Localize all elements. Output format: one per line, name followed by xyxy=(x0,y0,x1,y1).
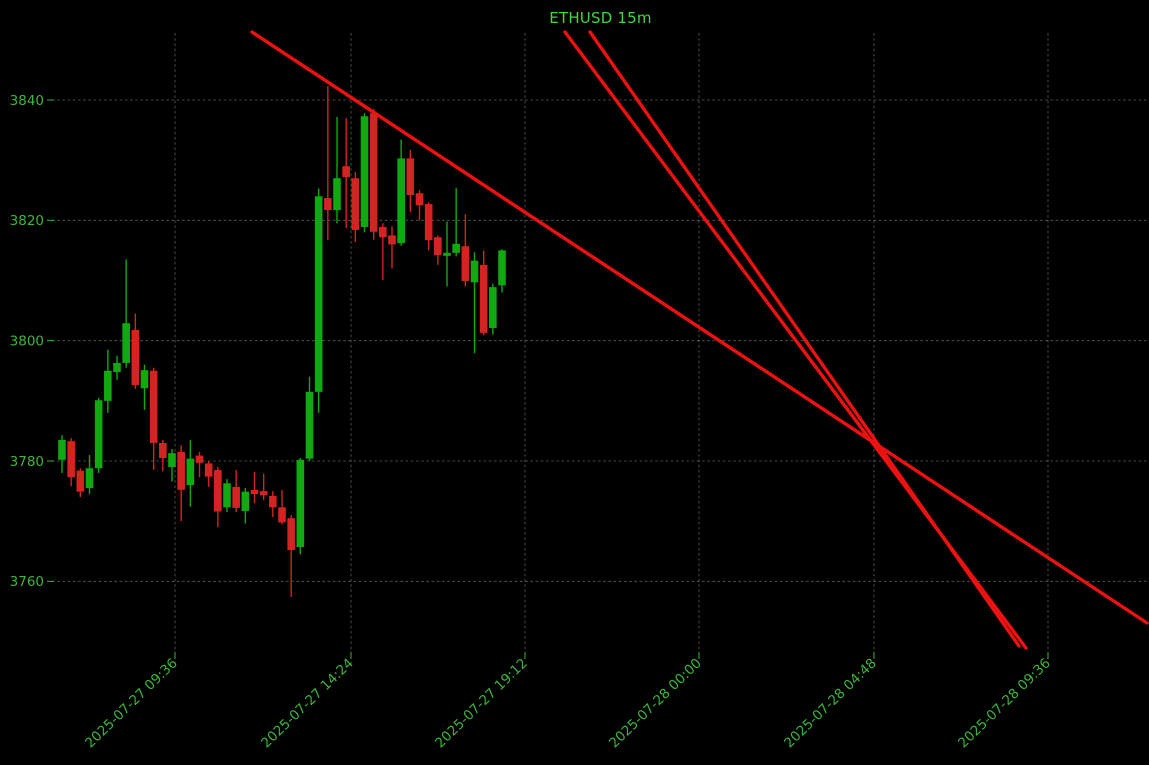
candle-body-up xyxy=(223,483,231,508)
x-tick-label: 2025-07-28 00:00 xyxy=(606,655,705,751)
candle-body-down xyxy=(278,507,286,523)
candle-body-down xyxy=(159,442,167,458)
candle-body-up xyxy=(397,158,405,244)
candle-body-up xyxy=(168,453,176,468)
candle-body-up xyxy=(140,370,149,389)
trend-line xyxy=(588,30,1021,648)
candle-body-down xyxy=(250,489,259,495)
candle-body-up xyxy=(58,439,66,460)
x-tick-label: 2025-07-27 19:12 xyxy=(432,655,531,751)
candle-body-down xyxy=(287,518,295,551)
candle-body-up xyxy=(94,400,103,469)
candle-body-up xyxy=(360,116,369,227)
trend-line xyxy=(250,30,1149,625)
candle-body-up xyxy=(314,196,323,392)
candle-body-down xyxy=(195,455,204,463)
candle-body-down xyxy=(259,491,268,496)
candle-body-up xyxy=(104,370,112,401)
candle-body-up xyxy=(241,491,250,511)
candle-body-down xyxy=(149,370,158,443)
candle-body-down xyxy=(388,235,396,245)
candle-body-up xyxy=(305,391,314,459)
y-tick-label: 3840 xyxy=(10,93,44,109)
candle-body-up xyxy=(489,287,497,329)
candle-body-down xyxy=(479,264,488,333)
y-tick-label: 3800 xyxy=(10,333,44,349)
candle-body-down xyxy=(434,237,442,256)
candle-body-down xyxy=(131,329,140,386)
candle-body-up xyxy=(452,243,460,253)
candle-body-down xyxy=(67,441,75,478)
candle-body-down xyxy=(369,113,378,232)
candle-body-up xyxy=(186,458,195,486)
y-tick-label: 3820 xyxy=(10,213,44,229)
candle-body-down xyxy=(461,246,470,282)
chart-title: ETHUSD 15m xyxy=(549,9,652,27)
candle-body-down xyxy=(214,470,222,512)
x-tick-label: 2025-07-28 09:36 xyxy=(955,655,1054,751)
candle-body-down xyxy=(406,158,415,196)
candle-body-down xyxy=(177,451,185,490)
candle-body-up xyxy=(333,178,341,211)
x-tick-label: 2025-07-27 09:36 xyxy=(82,655,181,751)
candle-body-down xyxy=(342,166,350,178)
candle-body-up xyxy=(122,323,130,363)
x-tick-label: 2025-07-28 04:48 xyxy=(781,655,880,751)
candle-body-down xyxy=(232,486,240,508)
y-tick-label: 3780 xyxy=(10,454,44,470)
candle-body-down xyxy=(379,226,387,238)
candle-body-down xyxy=(415,193,424,206)
x-tick-label: 2025-07-27 14:24 xyxy=(258,655,357,751)
candle-body-down xyxy=(204,463,213,477)
y-tick-label: 3760 xyxy=(10,574,44,590)
candle-body-down xyxy=(424,204,433,241)
candle-body-up xyxy=(113,362,121,372)
candle-body-down xyxy=(269,495,277,508)
candle-body-up xyxy=(470,260,479,283)
candle-body-up xyxy=(498,250,506,286)
candle-body-down xyxy=(324,198,332,211)
candle-body-up xyxy=(296,459,305,548)
candle-body-down xyxy=(351,178,360,230)
candle-body-up xyxy=(443,252,451,256)
candle-body-up xyxy=(85,468,94,489)
candle-body-down xyxy=(76,470,85,492)
